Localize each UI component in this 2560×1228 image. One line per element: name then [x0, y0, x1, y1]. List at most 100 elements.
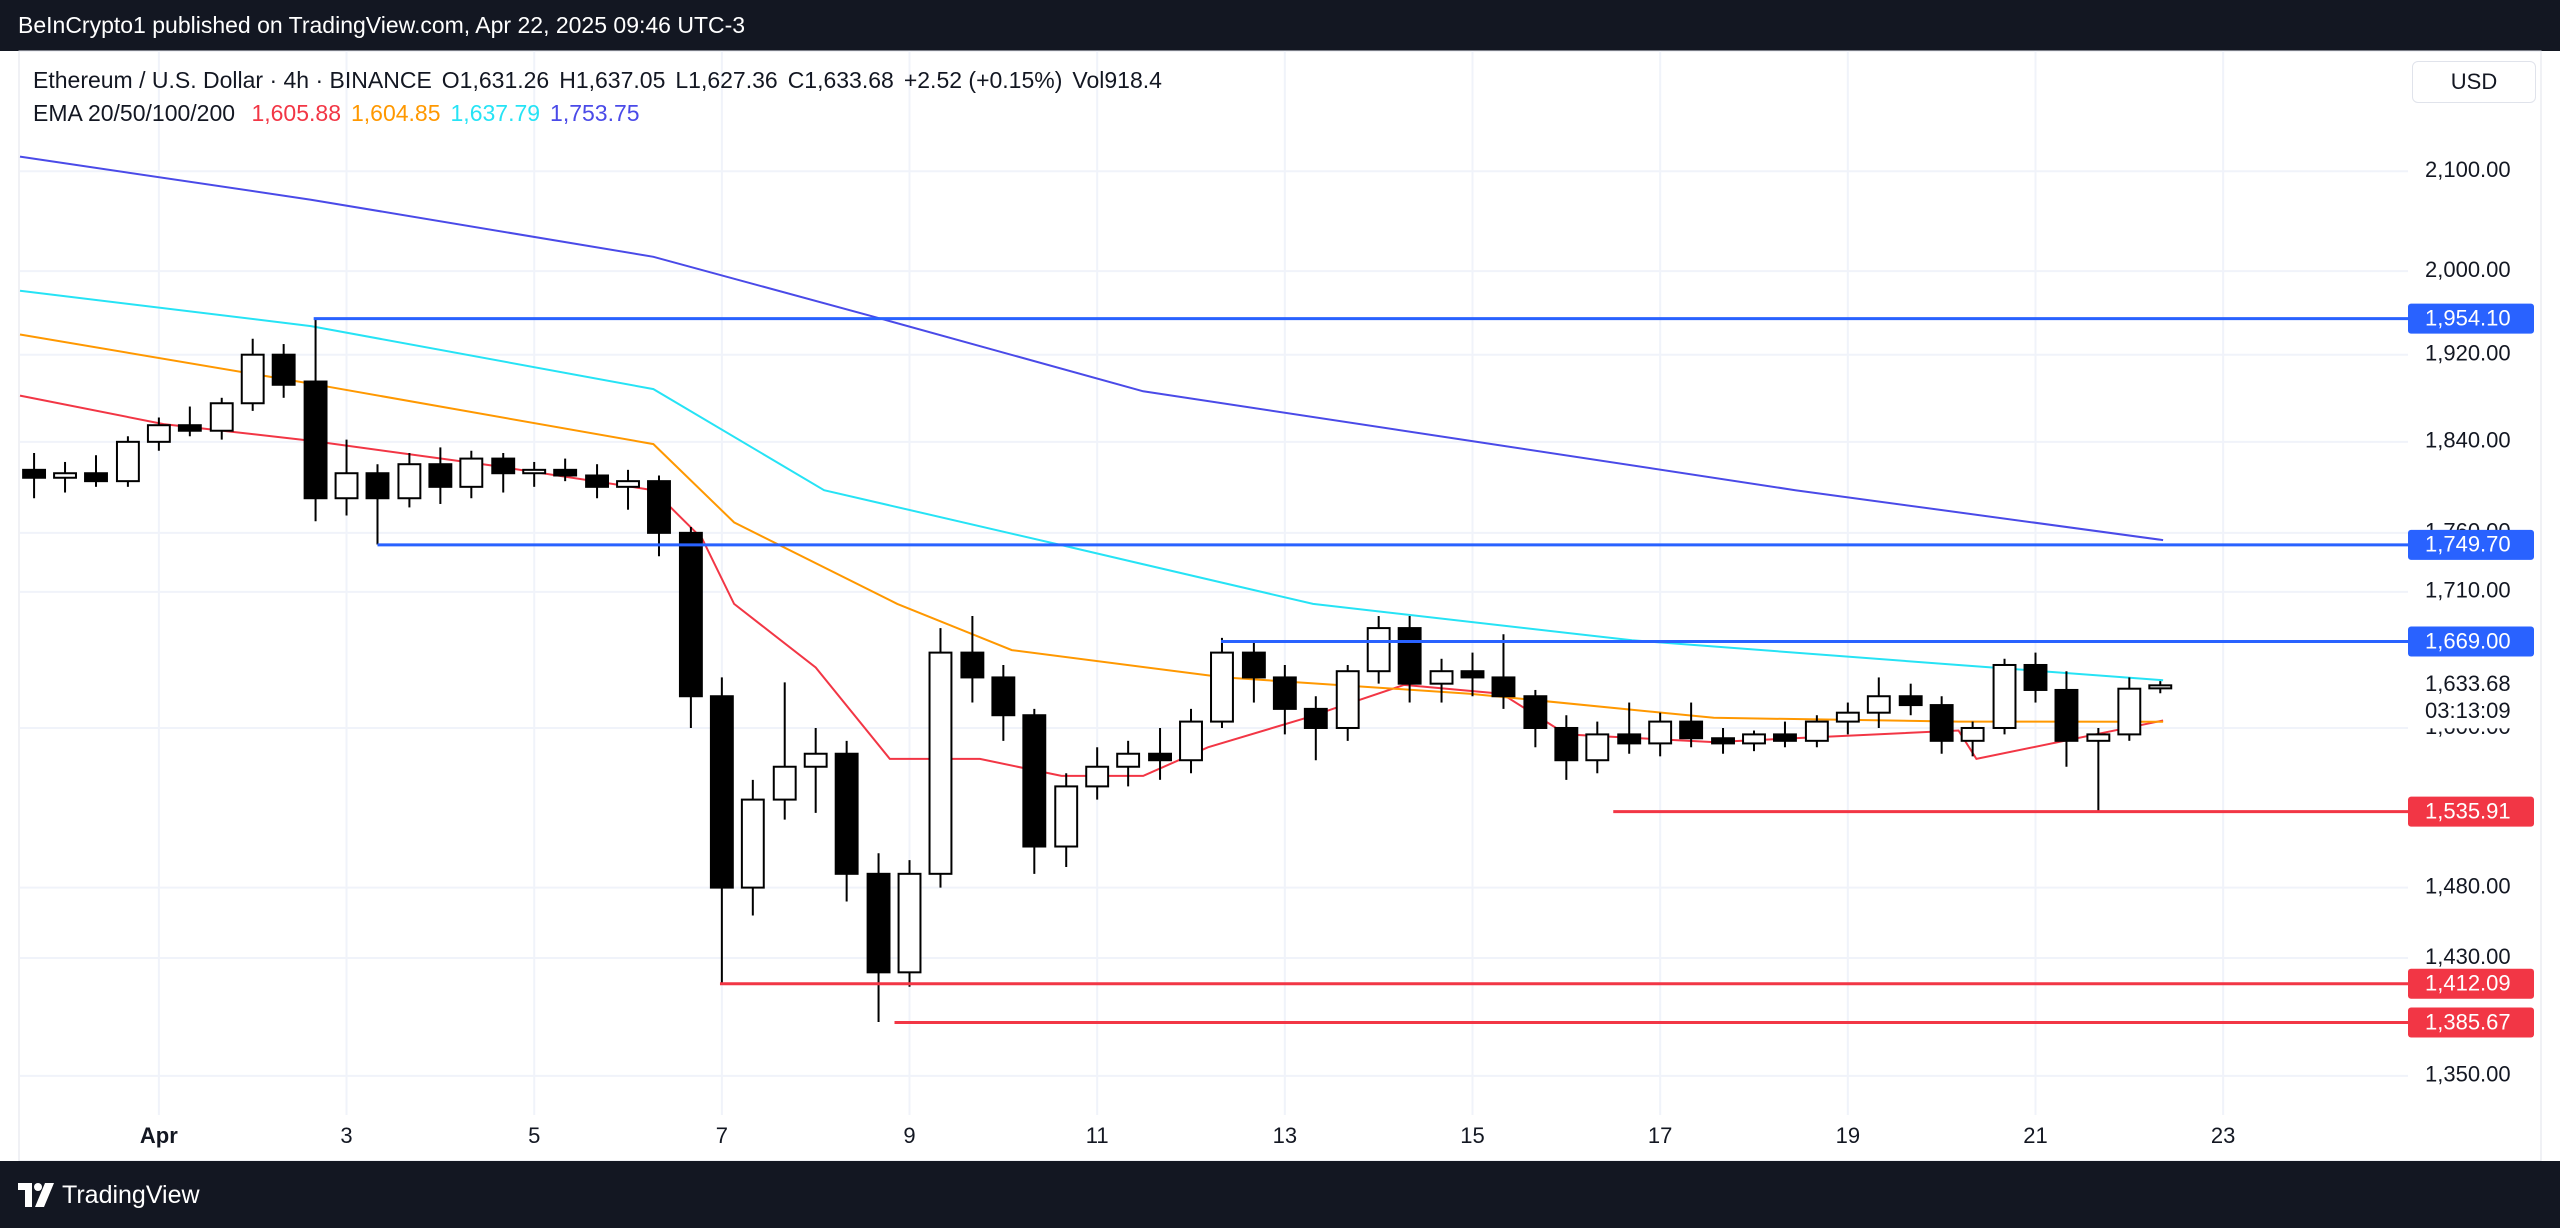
- candle-body: [553, 468, 578, 477]
- candle-body: [1491, 676, 1516, 698]
- x-tick-label: Apr: [140, 1123, 178, 1148]
- candle-body: [1804, 720, 1829, 742]
- candle-body: [1992, 663, 2017, 729]
- candle-body: [1460, 670, 1485, 679]
- candle-body: [1898, 695, 1923, 707]
- candle-body: [522, 468, 547, 475]
- x-tick-label: 11: [1086, 1123, 1109, 1148]
- candle-body: [2086, 733, 2111, 742]
- candle-body: [1366, 627, 1391, 673]
- candle-body: [834, 752, 859, 875]
- level-label-box: [2408, 1007, 2534, 1038]
- volume: Vol918.4: [1072, 67, 1162, 93]
- candle-body: [1711, 737, 1735, 745]
- level-label-box: [2408, 529, 2534, 560]
- x-tick-label: 21: [2023, 1123, 2047, 1148]
- candle-body: [271, 353, 296, 386]
- candle-body: [397, 463, 422, 500]
- candle-body: [115, 440, 140, 483]
- currency-button[interactable]: USD: [2412, 61, 2536, 103]
- candle-body: [428, 463, 453, 488]
- candle-body: [303, 380, 328, 500]
- level-label: 1,412.09: [2425, 971, 2511, 996]
- candle-body: [459, 457, 484, 488]
- candle-body: [1523, 695, 1548, 729]
- price-label-box: [2410, 670, 2534, 729]
- ema-value: 1,605.88: [251, 100, 341, 126]
- candle-body: [1335, 670, 1360, 729]
- candle-body: [616, 480, 640, 488]
- x-tick-label: 17: [1648, 1123, 1672, 1148]
- candle-body: [1742, 733, 1766, 745]
- x-tick-label: 13: [1273, 1123, 1297, 1148]
- candle-body: [177, 424, 202, 432]
- x-tick-label: 19: [1836, 1123, 1860, 1148]
- publish-bar: BeInCrypto1 published on TradingView.com…: [0, 0, 2560, 51]
- legend-row: Ethereum / U.S. Dollar · 4h · BINANCE O1,…: [33, 64, 1172, 97]
- x-tick-label: 3: [340, 1123, 352, 1148]
- candle-body: [1585, 733, 1610, 762]
- x-tick-label: 15: [1460, 1123, 1484, 1148]
- x-tick-label: 23: [2211, 1123, 2235, 1148]
- ohlc-low: L1,627.36: [675, 67, 778, 93]
- y-tick-label: 2,100.00: [2425, 157, 2511, 182]
- candle-body: [1929, 704, 1954, 742]
- candle-body: [1617, 733, 1642, 745]
- candle-body: [1303, 707, 1328, 729]
- candle-body: [22, 468, 47, 479]
- change: +2.52 (+0.15%): [903, 67, 1063, 93]
- candle-body: [1054, 785, 1079, 848]
- legend: Ethereum / U.S. Dollar · 4h · BINANCE O1,…: [33, 64, 1172, 130]
- candle-body: [1397, 627, 1422, 685]
- symbol: Ethereum / U.S. Dollar · 4h · BINANCE: [33, 67, 432, 93]
- candle-body: [1835, 711, 1860, 723]
- candle-body: [84, 472, 108, 483]
- candle-body: [2023, 663, 2048, 691]
- candle-body: [709, 695, 734, 889]
- y-tick-label: 1,480.00: [2425, 873, 2511, 898]
- footer-bar: TradingView: [0, 1161, 2560, 1228]
- publish-text: BeInCrypto1 published on TradingView.com…: [18, 12, 746, 38]
- candle-body: [146, 424, 171, 443]
- candle-body: [365, 472, 390, 500]
- candle-body: [209, 402, 234, 432]
- candle-body: [866, 872, 891, 974]
- ema-value: 1,604.85: [350, 100, 441, 126]
- candle-body: [647, 480, 671, 534]
- candle-body: [240, 353, 265, 405]
- y-tick-label: 1,350.00: [2425, 1062, 2511, 1087]
- candle-body: [334, 472, 359, 500]
- level-label: 1,385.67: [2425, 1009, 2511, 1034]
- level-label-box: [2408, 796, 2534, 827]
- candle-body: [1116, 752, 1141, 768]
- ohlc-high: H1,637.05: [559, 67, 666, 93]
- level-label: 1,535.91: [2425, 798, 2511, 823]
- candle-body: [772, 765, 797, 801]
- candle-body: [2148, 684, 2173, 690]
- candle-body: [991, 676, 1016, 717]
- level-label-box: [2408, 968, 2534, 999]
- candle-body: [928, 651, 953, 875]
- candle-body: [1648, 720, 1673, 745]
- y-tick-label: 1,430.00: [2425, 944, 2511, 969]
- level-label: 1,954.10: [2425, 305, 2511, 330]
- level-label: 1,669.00: [2425, 628, 2511, 653]
- candle-body: [1085, 765, 1110, 788]
- ema-line: [19, 289, 2164, 682]
- y-tick-label: 1,920.00: [2425, 341, 2511, 366]
- ohlc-close: C1,633.68: [787, 67, 894, 93]
- candle-body: [1022, 714, 1047, 848]
- candle-body: [897, 872, 922, 974]
- plot: [19, 155, 2408, 1024]
- brand: TradingView: [62, 1181, 200, 1209]
- legend-row: EMA 20/50/100/200 1,605.88 1,604.85 1,637.…: [33, 97, 1172, 130]
- candle-body: [1148, 752, 1172, 762]
- level-label: 1,749.70: [2425, 532, 2511, 557]
- candle-body: [678, 531, 703, 698]
- candle-body: [1179, 720, 1203, 762]
- candle-body: [1960, 726, 1985, 742]
- x-tick-label: 9: [903, 1123, 915, 1148]
- logo: [18, 1183, 54, 1207]
